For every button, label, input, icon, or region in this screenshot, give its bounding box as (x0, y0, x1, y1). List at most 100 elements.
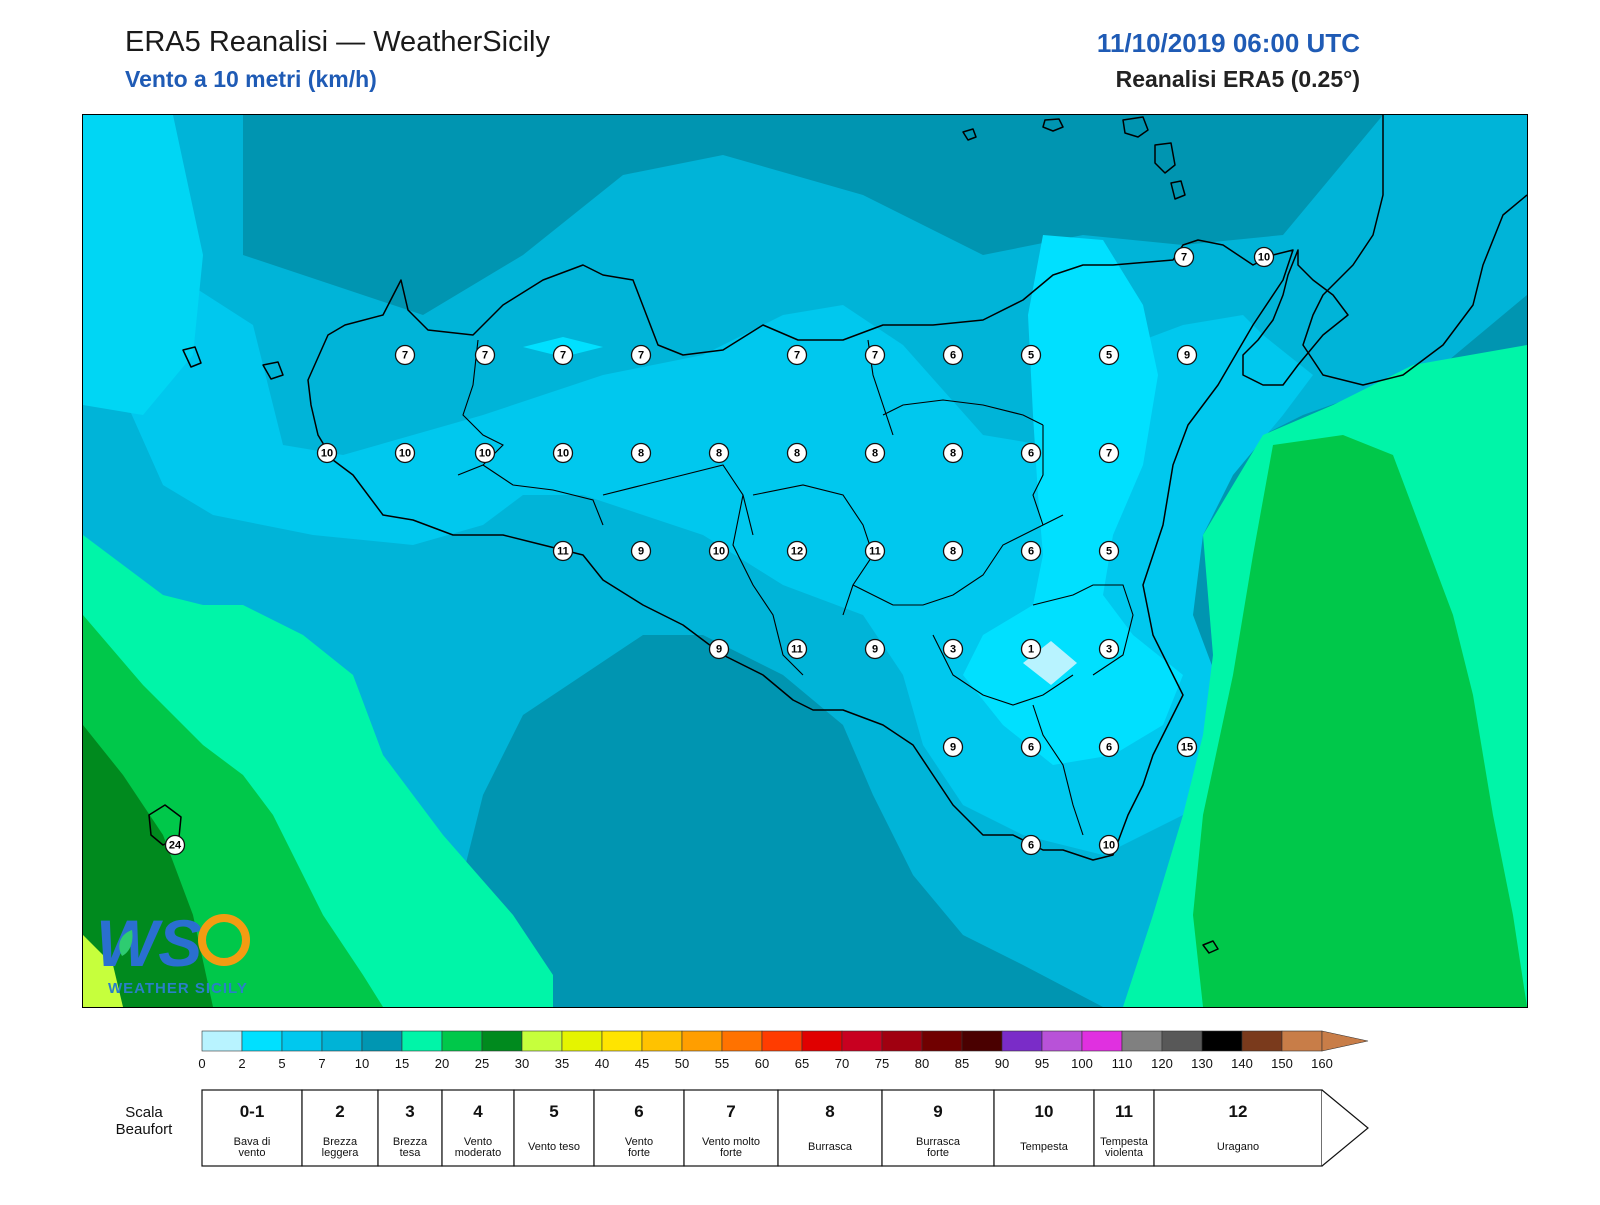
station-circle (1098, 540, 1120, 562)
beaufort-number: 0-1 (240, 1102, 265, 1121)
colorbar-swatch (921, 1030, 963, 1052)
colorbar-tick-label: 100 (1071, 1056, 1093, 1071)
station-value: 5 (1028, 350, 1034, 362)
beaufort-desc: forte (720, 1147, 742, 1159)
station-value: 9 (872, 644, 878, 656)
station-value: 10 (399, 448, 411, 460)
wind-field: 7 10 7 7 7 7 7 7 6 5 5 9 10 10 10 10 8 8 8 8 8 6 7 11 9 10 12 11 8 6 5… (83, 115, 1527, 1007)
station-value: 8 (794, 448, 800, 460)
beaufort-desc: Uragano (1217, 1141, 1259, 1153)
station-circle (708, 442, 730, 464)
station-value: 3 (950, 644, 956, 656)
station-value: 24 (169, 840, 182, 852)
colorbar-tick-label: 25 (475, 1056, 489, 1071)
border-en-ct (852, 514, 1064, 606)
wind-station-marker: 9 (630, 540, 652, 562)
colorbar-tick-label: 50 (675, 1056, 689, 1071)
beaufort-class: 12 Uragano (1153, 1089, 1323, 1167)
station-value: 8 (872, 448, 878, 460)
station-value: 9 (950, 742, 956, 754)
station-value: 10 (713, 546, 725, 558)
wind-station-marker: 1 (1020, 638, 1042, 660)
station-circle (786, 540, 808, 562)
colorbar-swatch (281, 1030, 323, 1052)
station-circle (1020, 638, 1042, 660)
wind-station-marker: 9 (864, 638, 886, 660)
aeolian-island-2 (1042, 118, 1064, 132)
field-west-green3 (83, 725, 213, 1007)
colorbar-swatch (1241, 1030, 1283, 1052)
wind-station-marker: 8 (942, 540, 964, 562)
colorbar-tick-label: 45 (635, 1056, 649, 1071)
weathersicily-logo: WS (96, 906, 250, 980)
station-value: 8 (638, 448, 644, 460)
station-circle (786, 442, 808, 464)
station-value: 11 (557, 546, 569, 558)
colorbar-swatch (401, 1030, 443, 1052)
beaufort-desc: Tempesta (1100, 1136, 1149, 1148)
colorbar-swatch (961, 1030, 1003, 1052)
logo-leaf (119, 930, 133, 956)
egadi-island-1 (182, 346, 202, 368)
colorbar-tick-label: 65 (795, 1056, 809, 1071)
colorbar-swatch (481, 1030, 523, 1052)
station-circle (1176, 736, 1198, 758)
station-circle (1098, 442, 1120, 464)
beaufort-desc: Vento (625, 1136, 653, 1148)
station-value: 6 (1028, 546, 1034, 558)
beaufort-number: 2 (335, 1102, 344, 1121)
station-circle (864, 344, 886, 366)
station-circle (708, 540, 730, 562)
wind-station-marker: 5 (1020, 344, 1042, 366)
colorbar-tick-label: 85 (955, 1056, 969, 1071)
sardinia-coast (1242, 249, 1349, 386)
colorbar-tick-label: 10 (355, 1056, 369, 1071)
wind-station-marker: 7 (786, 344, 808, 366)
station-circle (474, 442, 496, 464)
field-east-green2 (1193, 435, 1527, 1007)
station-circle (630, 344, 652, 366)
map-title: ERA5 Reanalisi — WeatherSicily (125, 26, 550, 58)
beaufort-desc: Tempesta (1020, 1141, 1069, 1153)
wind-station-marker: 10 (1098, 834, 1120, 856)
station-circle (552, 442, 574, 464)
station-circle (864, 540, 886, 562)
station-value: 8 (716, 448, 722, 460)
wind-station-marker: 3 (942, 638, 964, 660)
colorbar-swatch (761, 1030, 803, 1052)
map-datetime: 11/10/2019 06:00 UTC (1096, 28, 1360, 58)
beaufort-desc: forte (927, 1147, 949, 1159)
station-value: 7 (560, 350, 566, 362)
station-circle (942, 736, 964, 758)
beaufort-box (777, 1089, 883, 1167)
colorbar-swatch (801, 1030, 843, 1052)
station-circle (1020, 834, 1042, 856)
legend-svg: 0 2 5 7 10 15 20 25 30 35 40 45 50 55 60 65 70 75 80 85 90 95… (116, 1030, 1369, 1167)
aeolian-island-5 (1170, 180, 1186, 200)
colorbar-swatch (521, 1030, 563, 1052)
colorbar-tick-label: 30 (515, 1056, 529, 1071)
colorbar-tick-label: 15 (395, 1056, 409, 1071)
wind-station-marker: 10 (474, 442, 496, 464)
colorbar-tick-label: 80 (915, 1056, 929, 1071)
station-circle (630, 442, 652, 464)
wind-station-marker: 7 (474, 344, 496, 366)
station-circle (942, 442, 964, 464)
colorbar-tick-label: 90 (995, 1056, 1009, 1071)
colorbar-swatch (841, 1030, 883, 1052)
logo-text: WEATHER SICILY (108, 980, 248, 997)
wind-station-marker: 10 (316, 442, 338, 464)
colorbar-tick-label: 5 (278, 1056, 285, 1071)
station-value: 9 (638, 546, 644, 558)
station-circle (942, 344, 964, 366)
beaufort-number: 9 (933, 1102, 942, 1121)
station-value: 5 (1106, 546, 1112, 558)
sicily-coastline (307, 239, 1294, 861)
station-value: 8 (950, 546, 956, 558)
station-value: 10 (321, 448, 333, 460)
